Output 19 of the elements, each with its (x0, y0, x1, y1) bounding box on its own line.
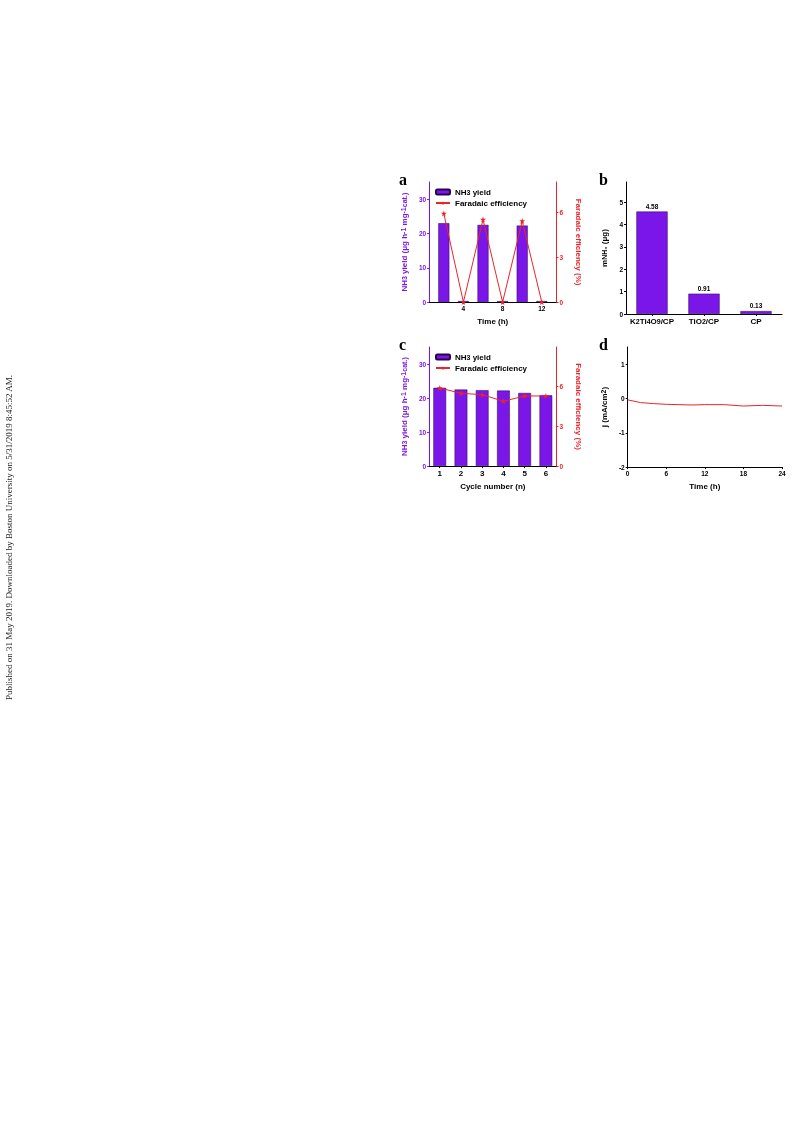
text: Published on 31 May 2019. Downloaded by Boston University on 5/31/2019 8:45:52 AM. (4, 375, 14, 700)
chart-title: a (399, 170, 407, 188)
x-tick-label: 1 (437, 468, 443, 478)
x-axis-title: Time (h) (689, 481, 721, 491)
y2-axis-title: Faradaic efficiency (%) (573, 198, 583, 286)
legend-label: Faradaic efficiency (455, 363, 528, 373)
x-tick-label: 2 (458, 468, 464, 478)
y2-axis-title: Faradaic efficiency (%) (573, 363, 583, 451)
x-axis-title: Cycle number (n) (460, 481, 526, 491)
legend-label: Faradaic efficiency (455, 198, 528, 208)
x-axis-title: Time (h) (477, 316, 509, 326)
chart-title: c (399, 335, 407, 353)
x-tick-label: 6 (543, 468, 549, 478)
x-tick-label: CP (750, 316, 763, 326)
chart-title: d (599, 335, 608, 353)
x-tick-label: 4 (501, 468, 507, 478)
x-tick-label: 3 (479, 468, 485, 478)
chart-title: b (599, 170, 608, 188)
x-tick-label: 5 (522, 468, 528, 478)
